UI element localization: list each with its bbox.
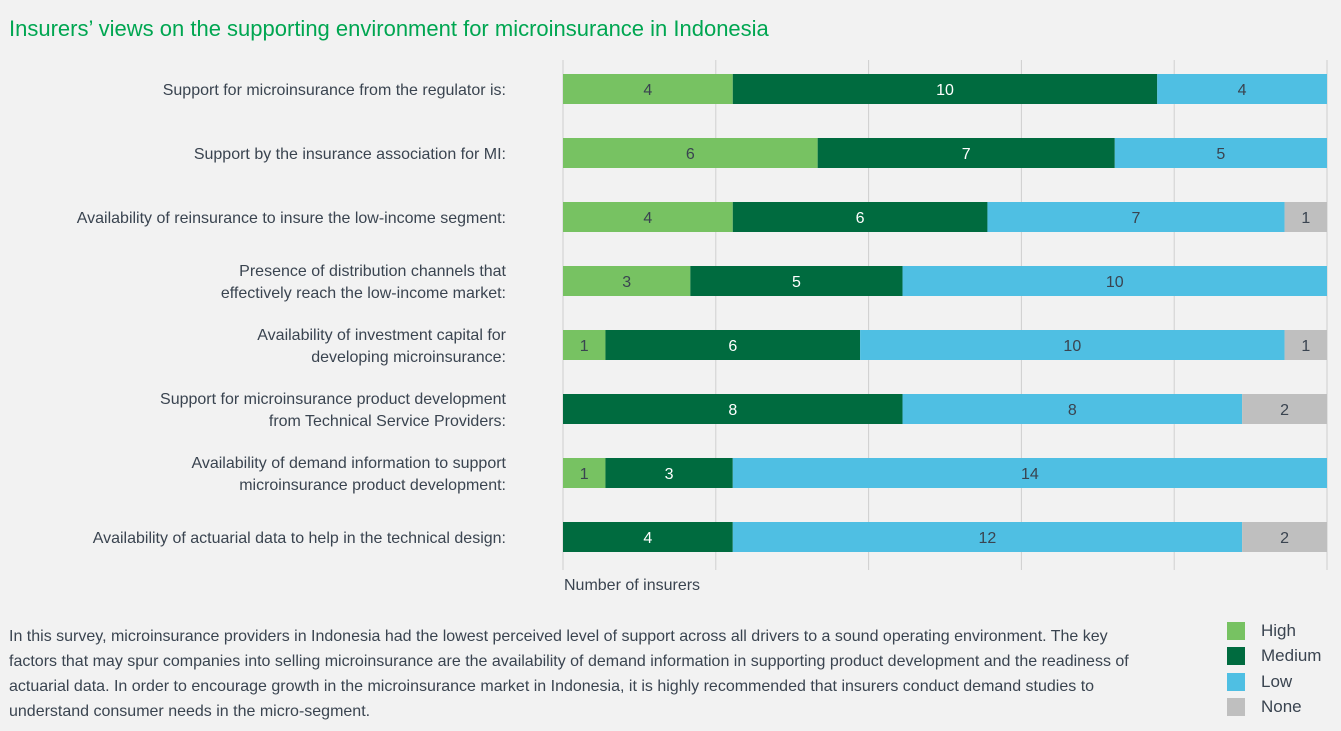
chart-title: Insurers’ views on the supporting enviro…	[9, 16, 769, 41]
bar-segment-medium	[605, 330, 861, 360]
bar-segment-low	[902, 394, 1243, 424]
bar-segment-high	[563, 330, 606, 360]
data-label: 1	[1301, 210, 1310, 227]
data-label: 10	[1063, 338, 1081, 355]
legend-item-low: Low	[1227, 669, 1321, 695]
data-label: 6	[856, 210, 865, 227]
bar-segment-none	[1242, 394, 1327, 424]
bar-segment-high	[563, 266, 691, 296]
bar-segment-medium	[563, 394, 903, 424]
x-axis-label: Number of insurers	[564, 577, 701, 594]
bar-segment-low	[860, 330, 1285, 360]
bar-segment-low	[987, 202, 1285, 232]
legend-label: Medium	[1261, 646, 1322, 666]
bar-segment-high	[563, 74, 733, 104]
data-label: 4	[643, 82, 652, 99]
data-label: 14	[1021, 466, 1039, 483]
category-label: Availability of investment capital for de…	[257, 327, 506, 366]
bar-segment-high	[563, 202, 733, 232]
legend: High Medium Low None	[1227, 618, 1321, 720]
data-label: 1	[580, 466, 589, 483]
data-label: 6	[728, 338, 737, 355]
bar-segment-high	[563, 458, 606, 488]
data-label: 2	[1280, 402, 1289, 419]
legend-item-high: High	[1227, 618, 1321, 644]
data-label: 4	[643, 210, 652, 227]
data-label: 12	[979, 530, 997, 547]
category-label: Support for microinsurance from the regu…	[163, 82, 506, 99]
bar-segment-medium	[732, 202, 988, 232]
bar-segment-low	[732, 458, 1327, 488]
data-label: 10	[1106, 274, 1124, 291]
category-label: Availability of reinsurance to insure th…	[77, 210, 506, 227]
data-label: 5	[1216, 146, 1225, 163]
bar-segment-none	[1242, 522, 1327, 552]
bar-segment-high	[563, 138, 818, 168]
category-label: Support for microinsurance product devel…	[160, 391, 507, 430]
legend-item-none: None	[1227, 695, 1321, 721]
legend-label: High	[1261, 620, 1296, 640]
legend-swatch	[1227, 647, 1245, 666]
data-label: 7	[1132, 210, 1141, 227]
data-label: 6	[686, 146, 695, 163]
bar-segment-low	[1114, 138, 1327, 168]
bar-segment-medium	[817, 138, 1115, 168]
bar-segment-low	[732, 522, 1243, 552]
data-label: 8	[728, 402, 737, 419]
data-label: 4	[643, 530, 652, 547]
category-label: Availability of actuarial data to help i…	[93, 530, 506, 547]
stacked-bar-chart: Support for microinsurance from the regu…	[77, 60, 1328, 570]
data-label: 10	[936, 82, 954, 99]
description-text: In this survey, microinsurance providers…	[9, 628, 1129, 720]
data-label: 8	[1068, 402, 1077, 419]
bar-segment-medium	[563, 522, 733, 552]
bar-segment-low	[1157, 74, 1327, 104]
legend-swatch	[1227, 698, 1245, 717]
legend-swatch	[1227, 672, 1245, 691]
data-label: 3	[622, 274, 631, 291]
data-label: 1	[580, 338, 589, 355]
bar-segment-none	[1284, 202, 1327, 232]
data-label: 2	[1280, 530, 1289, 547]
category-label: Availability of demand information to su…	[191, 455, 506, 494]
legend-swatch	[1227, 621, 1245, 640]
bar-segment-none	[1284, 330, 1327, 360]
data-label: 1	[1301, 338, 1310, 355]
bar-segment-medium	[732, 74, 1158, 104]
data-label: 3	[665, 466, 674, 483]
data-label: 4	[1238, 82, 1247, 99]
legend-label: Low	[1261, 671, 1293, 691]
legend-label: None	[1261, 697, 1302, 717]
category-label: Support by the insurance association for…	[194, 146, 506, 163]
bar-segment-low	[902, 266, 1327, 296]
data-label: 5	[792, 274, 801, 291]
legend-item-medium: Medium	[1227, 644, 1321, 670]
data-label: 7	[962, 146, 971, 163]
category-label: Presence of distribution channels that ef…	[221, 263, 507, 302]
bar-segment-medium	[605, 458, 733, 488]
bar-segment-medium	[690, 266, 903, 296]
